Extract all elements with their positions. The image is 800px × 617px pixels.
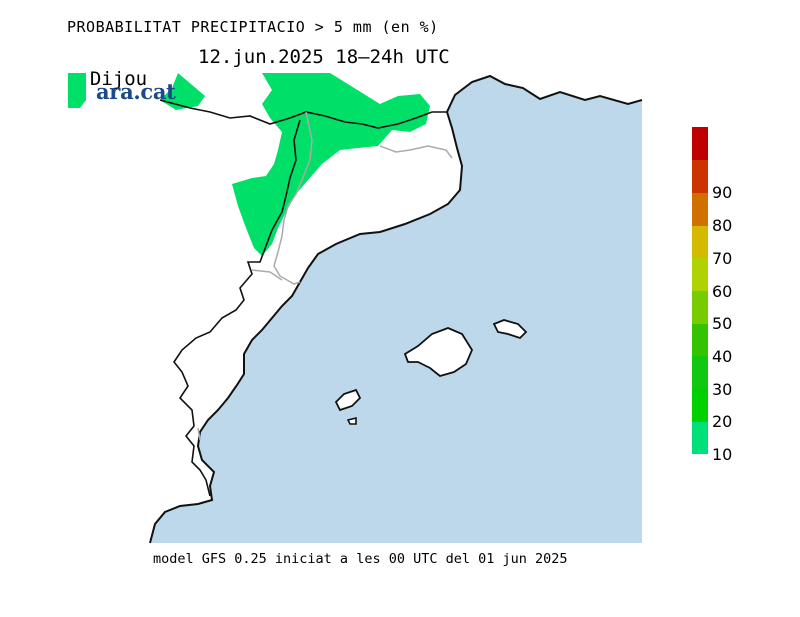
- model-info: model GFS 0.25 iniciat a les 00 UTC del …: [153, 551, 568, 567]
- ara-cat-logo: ara.cat: [96, 79, 176, 104]
- day-label: Dijous: [89, 68, 159, 90]
- colorbar-segment: [692, 257, 708, 291]
- colorbar-label: 80: [712, 216, 733, 236]
- date-line: Dijous 12.jun.2025 18–24h UTC: [67, 46, 450, 112]
- coastline: [149, 74, 643, 544]
- colorbar-segment: [692, 323, 708, 357]
- border-line: [159, 99, 447, 129]
- island-formentera: [346, 416, 357, 425]
- border-line-west: [173, 119, 301, 497]
- colorbar-label: 70: [712, 248, 733, 268]
- colorbar-segment: [692, 159, 708, 193]
- colorbar-label: 10: [712, 445, 733, 464]
- colorbar-label: 40: [712, 346, 733, 366]
- colorbar-segment: [692, 127, 708, 161]
- colorbar-segment: [692, 388, 708, 422]
- island-menorca: [492, 319, 528, 340]
- precip-area: [68, 73, 86, 108]
- region-border-south: [197, 269, 283, 441]
- date-label: 12.jun.2025 18–24h UTC: [198, 46, 450, 68]
- colorbar-segment: [692, 421, 708, 455]
- colorbar-label: 90: [712, 183, 733, 203]
- colorbar-label: 60: [712, 281, 733, 301]
- colorbar-label: 20: [712, 412, 733, 432]
- colorbar-segment: [692, 192, 708, 226]
- map-title: PROBABILITAT PRECIPITACIO > 5 mm (en %): [67, 18, 439, 36]
- colorbar-segment: [692, 290, 708, 324]
- island-ibiza: [334, 388, 362, 412]
- colorbar-segment: [692, 355, 708, 390]
- colorbar-segment: [692, 225, 708, 259]
- colorbar: [692, 127, 708, 455]
- colorbar-label: 50: [712, 314, 733, 334]
- colorbar-label: 30: [712, 379, 733, 399]
- region-border: [273, 111, 313, 285]
- region-border-north: [379, 145, 453, 159]
- island-mallorca: [403, 327, 474, 377]
